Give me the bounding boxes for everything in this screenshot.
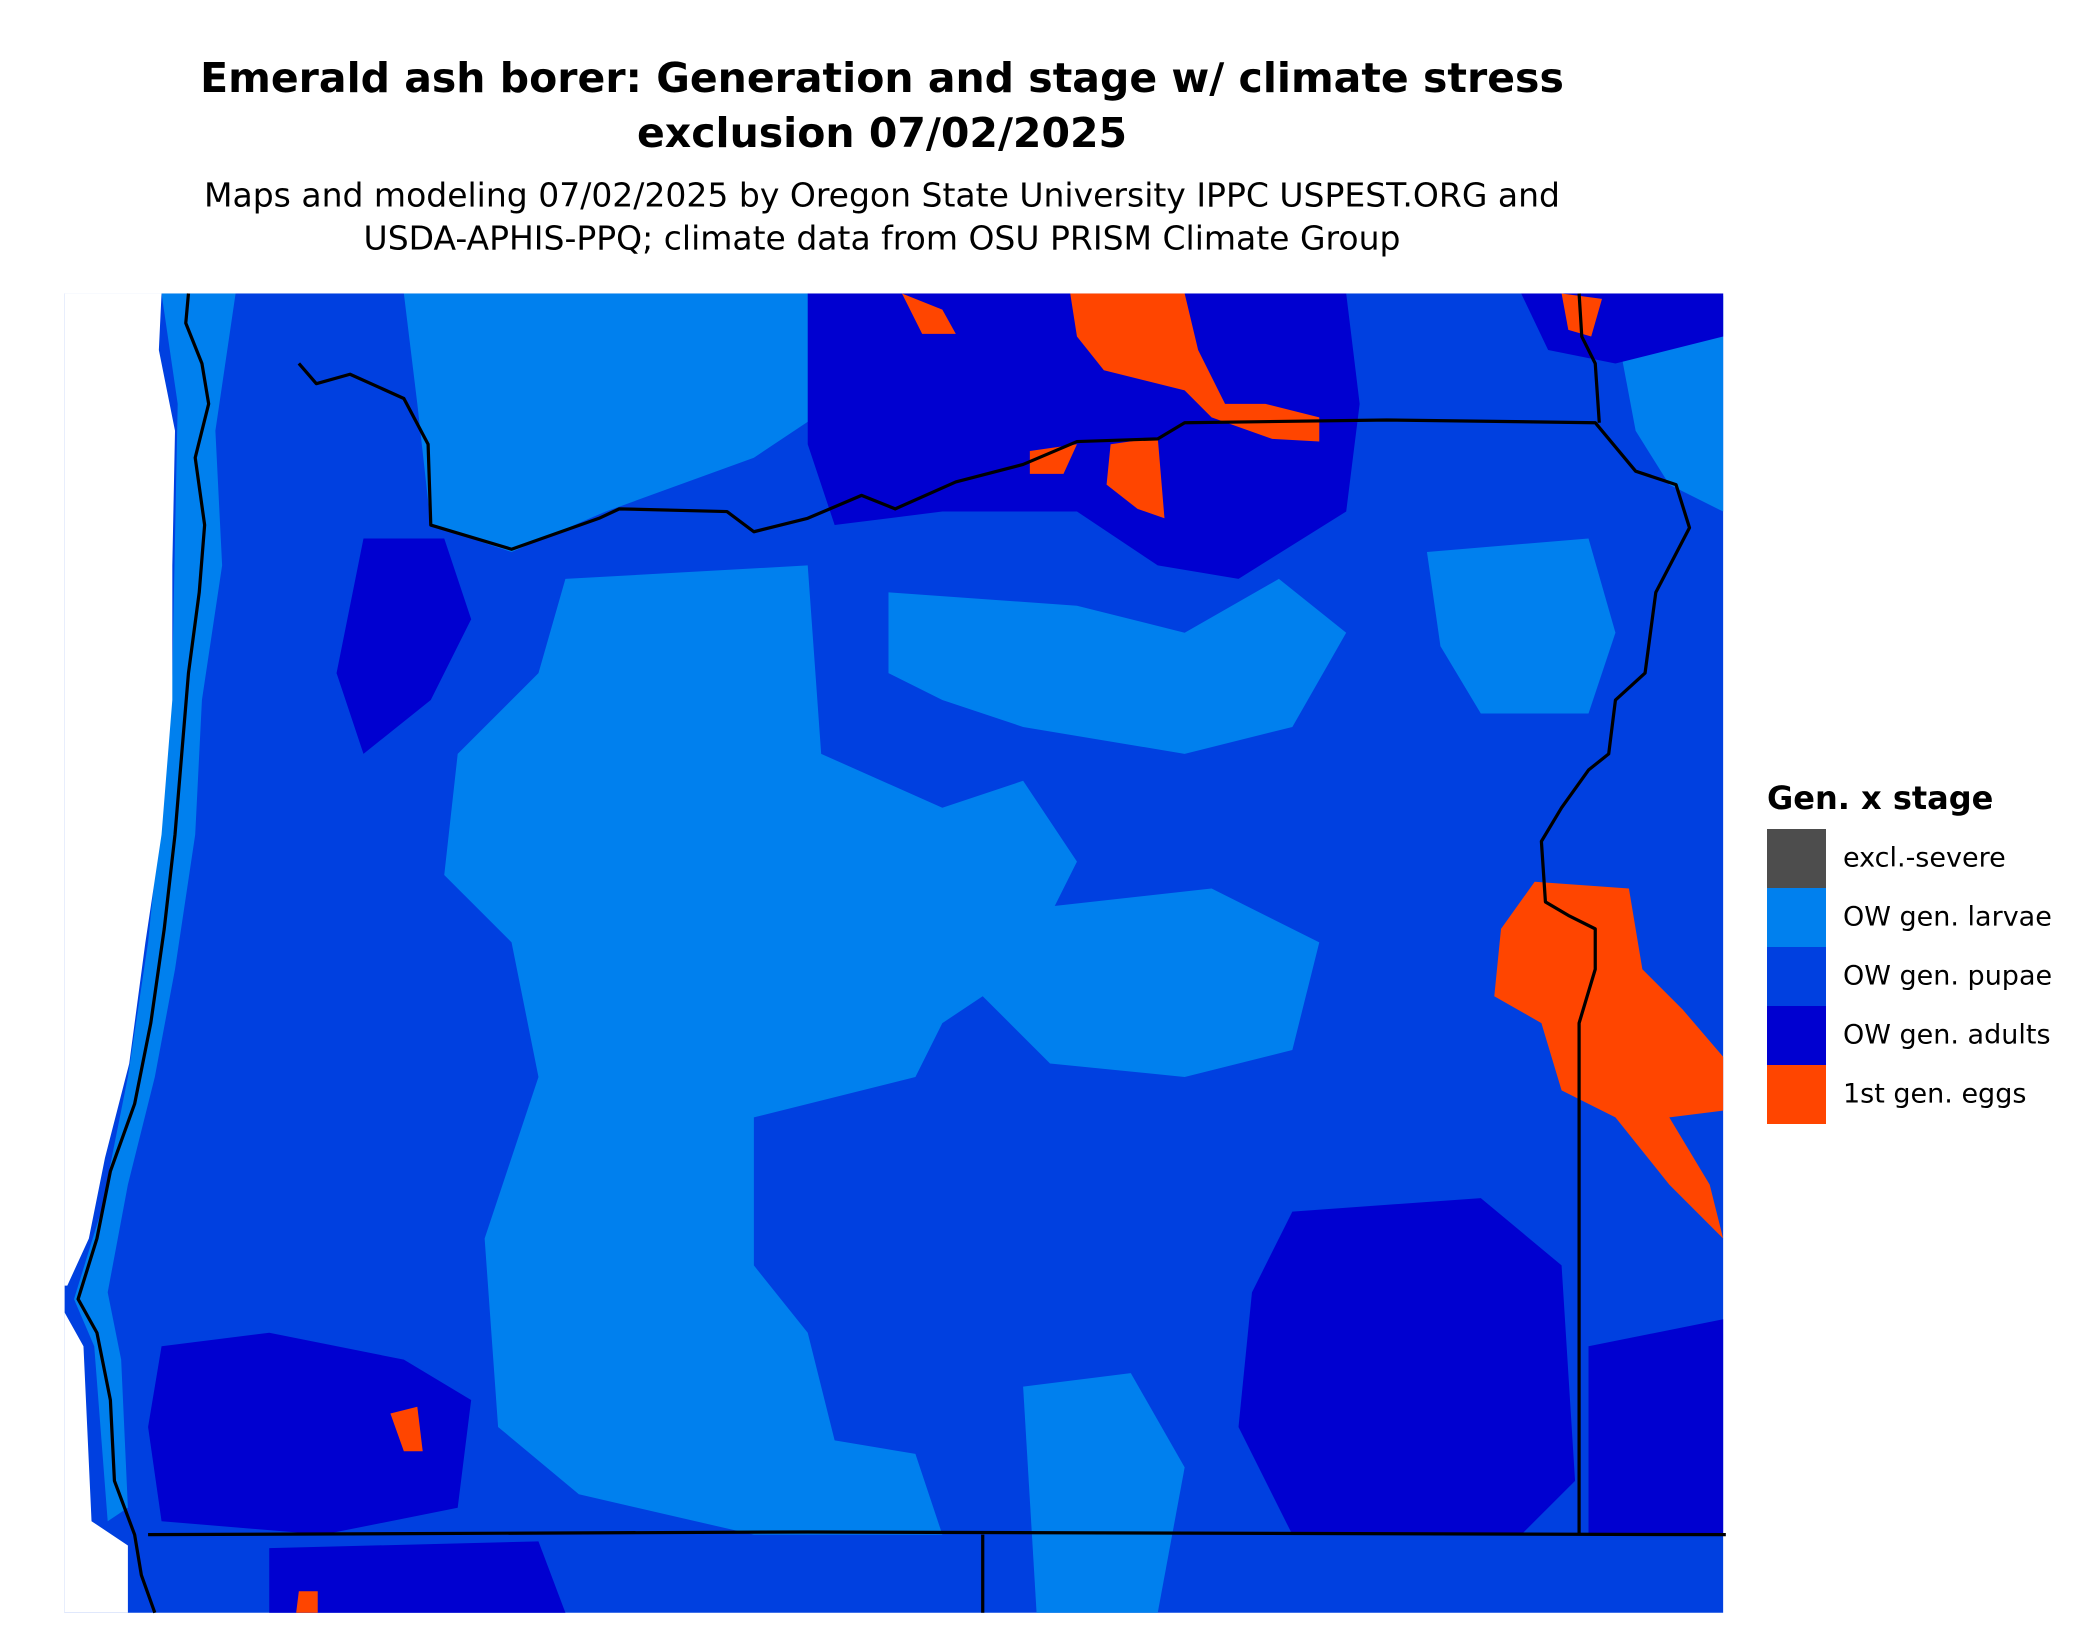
region-adults [1588, 1319, 1724, 1535]
title: exclusion 07/02/2025 [637, 109, 1127, 157]
region-adults [1238, 1198, 1576, 1535]
legend-title: Gen. x stage [1767, 779, 1993, 817]
legend-label: excl.-severe [1843, 843, 2006, 874]
region-eggs [296, 1591, 318, 1613]
legend-swatch [1767, 1006, 1826, 1065]
region-adults [148, 1332, 472, 1535]
subtitle: USDA-APHIS-PPQ; climate data from OSU PR… [364, 219, 1401, 258]
ocean [64, 1312, 128, 1613]
region-eggs [1070, 293, 1320, 442]
region-larvae [888, 578, 1347, 754]
region-larvae [74, 293, 236, 1522]
region-adults [336, 538, 472, 754]
legend-swatch [1767, 888, 1826, 947]
title: Emerald ash borer: Generation and stage … [200, 54, 1564, 102]
state-border [1577, 293, 1601, 423]
region-eggs [901, 293, 956, 334]
legend-swatch [1767, 947, 1826, 1006]
region-larvae [1023, 1373, 1185, 1613]
region-eggs [1494, 881, 1724, 1239]
region-larvae [1426, 538, 1616, 714]
region-larvae [444, 565, 1077, 1535]
region-eggs [1029, 444, 1077, 474]
legend-label: OW gen. larvae [1843, 902, 2052, 933]
subtitle: Maps and modeling 07/02/2025 by Oregon S… [204, 176, 1560, 215]
region-eggs [1106, 437, 1165, 519]
region-larvae [969, 888, 1320, 1077]
ocean [64, 293, 176, 1286]
state-border [148, 1530, 1726, 1537]
legend-swatch [1767, 1065, 1826, 1124]
state-border [297, 362, 1692, 1535]
region-adults [807, 293, 1360, 579]
region-adults [269, 1541, 566, 1613]
legend-label: OW gen. adults [1843, 1020, 2051, 1051]
legend-label: OW gen. pupae [1843, 961, 2052, 992]
legend-swatch [1767, 829, 1826, 888]
coastline [76, 293, 211, 1614]
legend-label: 1st gen. eggs [1843, 1079, 2026, 1110]
legend: excl.-severe OW gen. larvae OW gen. pupae O… [1767, 829, 2052, 1124]
region-eggs [390, 1406, 423, 1452]
region-larvae [403, 293, 835, 552]
map [64, 293, 1726, 1614]
